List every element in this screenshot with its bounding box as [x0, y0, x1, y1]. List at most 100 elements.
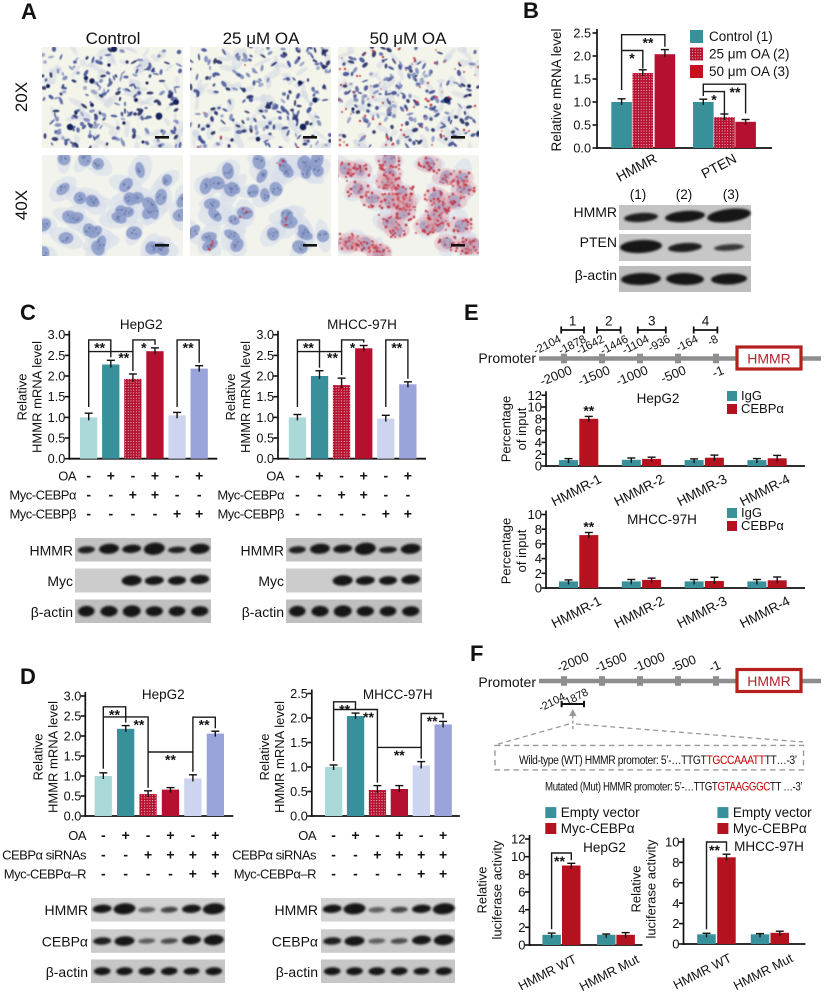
svg-text:10: 10: [665, 835, 679, 850]
svg-text:4: 4: [518, 902, 525, 917]
svg-text:Myc-CEBPα: Myc-CEBPα: [733, 821, 807, 836]
svg-text:2: 2: [672, 916, 679, 931]
svg-text:1.5: 1.5: [290, 736, 308, 750]
svg-text:0.5: 0.5: [48, 432, 66, 446]
svg-text:Relative: Relative: [629, 866, 644, 913]
svg-text:E: E: [464, 300, 479, 325]
svg-text:+: +: [122, 827, 130, 843]
svg-text:-: -: [353, 847, 358, 863]
svg-text:-: -: [191, 827, 196, 843]
svg-text:-: -: [317, 487, 322, 503]
svg-text:+: +: [417, 866, 425, 882]
svg-text:+: +: [417, 847, 425, 863]
svg-text:10: 10: [528, 507, 542, 522]
svg-text:Myc-CEBPα: Myc-CEBPα: [9, 488, 77, 503]
svg-text:+: +: [151, 487, 159, 503]
svg-text:Myc-CEBPα: Myc-CEBPα: [561, 821, 635, 836]
svg-text:**: **: [118, 350, 129, 366]
svg-text:PTEN: PTEN: [580, 234, 617, 250]
svg-text:MHCC-97H: MHCC-97H: [627, 512, 697, 527]
svg-text:20X: 20X: [12, 82, 31, 112]
svg-text:-: -: [383, 468, 388, 484]
svg-text:2: 2: [535, 447, 542, 462]
svg-text:**: **: [427, 713, 438, 729]
svg-text:-: -: [86, 487, 91, 503]
svg-text:1.0: 1.0: [573, 95, 591, 109]
svg-text:B: B: [523, 0, 539, 23]
svg-text:**: **: [165, 752, 176, 768]
svg-text:Empty vector: Empty vector: [733, 805, 812, 820]
svg-text:A: A: [21, 0, 37, 24]
svg-text:+: +: [107, 468, 115, 484]
svg-text:4: 4: [535, 435, 542, 450]
svg-text:β-actin: β-actin: [276, 964, 318, 980]
svg-text:-: -: [331, 866, 336, 882]
svg-text:+: +: [315, 468, 323, 484]
svg-text:+: +: [395, 847, 403, 863]
svg-text:HMMR: HMMR: [274, 902, 318, 918]
svg-text:2.5: 2.5: [256, 349, 274, 363]
svg-text:3.0: 3.0: [64, 689, 82, 703]
svg-text:luciferase activity: luciferase activity: [644, 839, 659, 938]
svg-text:CEBPα: CEBPα: [272, 933, 318, 949]
svg-text:-: -: [317, 506, 322, 522]
svg-text:**: **: [643, 35, 654, 51]
svg-text:-: -: [131, 468, 136, 484]
svg-text:HepG2: HepG2: [637, 391, 680, 406]
svg-text:+: +: [395, 827, 403, 843]
svg-text:**: **: [709, 842, 720, 858]
svg-text:of input: of input: [514, 407, 529, 450]
svg-text:HMMR: HMMR: [29, 543, 73, 559]
svg-text:0.0: 0.0: [573, 141, 591, 155]
svg-text:β-actin: β-actin: [575, 267, 617, 283]
svg-text:**: **: [109, 706, 120, 722]
svg-text:3: 3: [648, 314, 656, 329]
svg-text:Wild-type (WT) HMMR promoter:: Wild-type (WT) HMMR promoter: 5’-…TTGTTG…: [519, 754, 797, 767]
svg-text:50 μm OA (3): 50 μm OA (3): [709, 64, 790, 79]
svg-text:-: -: [339, 506, 344, 522]
svg-text:0: 0: [535, 459, 542, 474]
svg-text:+: +: [439, 827, 447, 843]
svg-text:OA: OA: [298, 828, 317, 843]
svg-text:**: **: [199, 717, 210, 733]
svg-text:10: 10: [511, 849, 525, 864]
svg-text:8: 8: [672, 855, 679, 870]
svg-text:Relative mRNA level: Relative mRNA level: [549, 28, 564, 151]
svg-text:1.5: 1.5: [256, 390, 274, 404]
svg-text:**: **: [363, 709, 374, 725]
svg-text:2: 2: [605, 314, 613, 329]
svg-text:MHCC-97H: MHCC-97H: [327, 317, 397, 332]
svg-text:-: -: [397, 866, 402, 882]
svg-text:**: **: [327, 350, 338, 366]
svg-text:β-actin: β-actin: [242, 604, 284, 620]
svg-text:-: -: [361, 506, 366, 522]
svg-text:(3): (3): [723, 187, 740, 202]
svg-text:1.5: 1.5: [64, 749, 82, 763]
svg-text:*: *: [350, 339, 356, 355]
svg-text:IgG: IgG: [741, 388, 762, 403]
svg-text:β-actin: β-actin: [31, 604, 73, 620]
svg-text:0.5: 0.5: [573, 118, 591, 132]
svg-text:1.0: 1.0: [256, 411, 274, 425]
svg-text:Percentage: Percentage: [499, 396, 514, 463]
svg-text:of input: of input: [514, 529, 529, 572]
svg-text:Myc-CEBPα: Myc-CEBPα: [217, 488, 285, 503]
svg-text:-: -: [339, 468, 344, 484]
svg-text:-8: -8: [706, 333, 721, 348]
svg-text:HMMR mRNA level: HMMR mRNA level: [45, 701, 60, 813]
svg-text:+: +: [382, 506, 390, 522]
svg-text:HMMR: HMMR: [240, 543, 284, 559]
svg-text:-: -: [375, 866, 380, 882]
svg-text:0: 0: [535, 581, 542, 596]
svg-text:-: -: [146, 866, 151, 882]
svg-text:1.5: 1.5: [48, 390, 66, 404]
svg-text:(1): (1): [630, 187, 647, 202]
svg-text:F: F: [470, 641, 483, 666]
svg-text:Myc-CEBPα–R: Myc-CEBPα–R: [234, 867, 316, 882]
svg-text:+: +: [360, 487, 368, 503]
svg-text:0.0: 0.0: [48, 452, 66, 466]
svg-text:luciferase activity: luciferase activity: [490, 840, 505, 939]
svg-text:**: **: [583, 519, 594, 535]
svg-text:+: +: [189, 866, 197, 882]
svg-text:8: 8: [535, 522, 542, 537]
